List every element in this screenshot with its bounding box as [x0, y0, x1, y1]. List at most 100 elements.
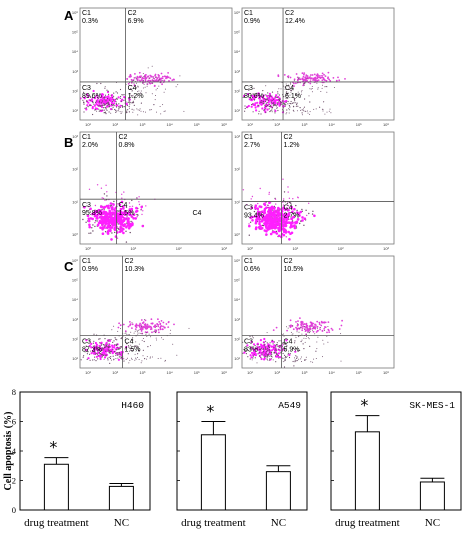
event-dot [289, 94, 291, 96]
event-dot [160, 77, 163, 80]
event-dot [303, 72, 306, 74]
event-dot [293, 80, 295, 82]
event-dot [101, 220, 104, 223]
event-dot [293, 98, 295, 100]
event-dot [266, 101, 268, 104]
event-dot [282, 348, 284, 350]
y-tick-label: 10⁶ [72, 10, 78, 15]
event-dot [328, 110, 330, 112]
event-dot [176, 354, 178, 356]
event-dot [309, 328, 311, 330]
event-dot [277, 93, 279, 95]
event-dot [244, 110, 246, 112]
event-dot [288, 77, 289, 79]
event-dot [126, 215, 128, 218]
event-dot [263, 343, 265, 345]
event-dot [108, 215, 111, 218]
event-dot [268, 344, 270, 347]
event-dot [140, 362, 142, 364]
x-tick-label: 10¹ [292, 246, 298, 251]
event-dot [103, 344, 105, 346]
event-dot [272, 329, 275, 331]
event-dot [142, 355, 144, 357]
event-dot [119, 88, 122, 91]
event-dot [115, 352, 117, 355]
x-tick-label: 10² [112, 122, 118, 127]
event-dot [294, 215, 296, 217]
event-dot [88, 225, 91, 229]
event-dot [316, 320, 319, 323]
event-dot [274, 103, 276, 106]
event-dot [111, 203, 114, 205]
event-dot [131, 90, 133, 92]
event-dot [309, 111, 311, 113]
quadrant-value-c2: 10.5% [284, 266, 304, 273]
event-dot [279, 98, 281, 100]
event-dot [276, 209, 278, 211]
event-dot [250, 340, 253, 343]
event-dot [101, 356, 103, 358]
event-dot [140, 102, 142, 104]
event-dot [319, 77, 322, 79]
event-dot [122, 231, 125, 235]
event-dot [129, 93, 131, 95]
event-dot [244, 350, 246, 352]
event-dot [132, 80, 134, 81]
event-dots [242, 71, 346, 120]
event-dot [271, 227, 273, 230]
event-dot [131, 215, 133, 217]
event-dot [126, 342, 128, 344]
event-dot [292, 89, 294, 91]
event-dot [118, 351, 121, 354]
event-dot [163, 91, 165, 93]
x-tick-label: 10⁵ [356, 370, 362, 375]
event-dot [93, 210, 97, 214]
event-dot [95, 109, 97, 111]
event-dot [112, 355, 114, 357]
chart-title: SK-MES-1 [409, 400, 455, 411]
event-dot [161, 77, 164, 80]
event-dot [267, 353, 269, 355]
x-tick-label: 10⁰ [247, 246, 253, 251]
event-dot [311, 324, 313, 327]
event-dot [131, 199, 133, 202]
event-dot [140, 90, 142, 92]
event-dot [140, 76, 141, 78]
event-dot [265, 201, 267, 203]
event-dot [133, 332, 135, 334]
event-dot [278, 94, 280, 96]
event-dot [94, 341, 97, 345]
event-dot [312, 330, 315, 333]
event-dot [309, 331, 311, 333]
event-dot [282, 204, 285, 206]
event-dot [318, 321, 321, 324]
event-dot [87, 106, 89, 108]
event-dot [134, 98, 136, 100]
event-dot [126, 224, 129, 227]
event-dot [283, 74, 286, 76]
event-dot [314, 333, 316, 335]
event-dot [131, 358, 133, 360]
event-dot [296, 329, 298, 331]
event-dot [305, 323, 308, 326]
event-dot [301, 112, 303, 114]
event-dot [117, 358, 120, 361]
event-dot [293, 85, 295, 87]
event-dot [92, 224, 94, 226]
event-dot [111, 108, 113, 110]
event-dot [131, 108, 133, 110]
event-dot [260, 210, 263, 213]
event-dot [171, 79, 174, 81]
y-tick-label: 10² [234, 88, 240, 93]
event-dot [313, 358, 315, 360]
event-dot [304, 78, 307, 81]
event-dot [91, 212, 94, 216]
event-dot [296, 360, 298, 362]
event-dot [101, 354, 103, 356]
event-dot [252, 355, 254, 357]
event-dot [290, 103, 292, 105]
event-dot [322, 339, 324, 341]
event-dot [125, 331, 127, 333]
event-dot [128, 225, 131, 228]
event-dot [285, 113, 287, 115]
